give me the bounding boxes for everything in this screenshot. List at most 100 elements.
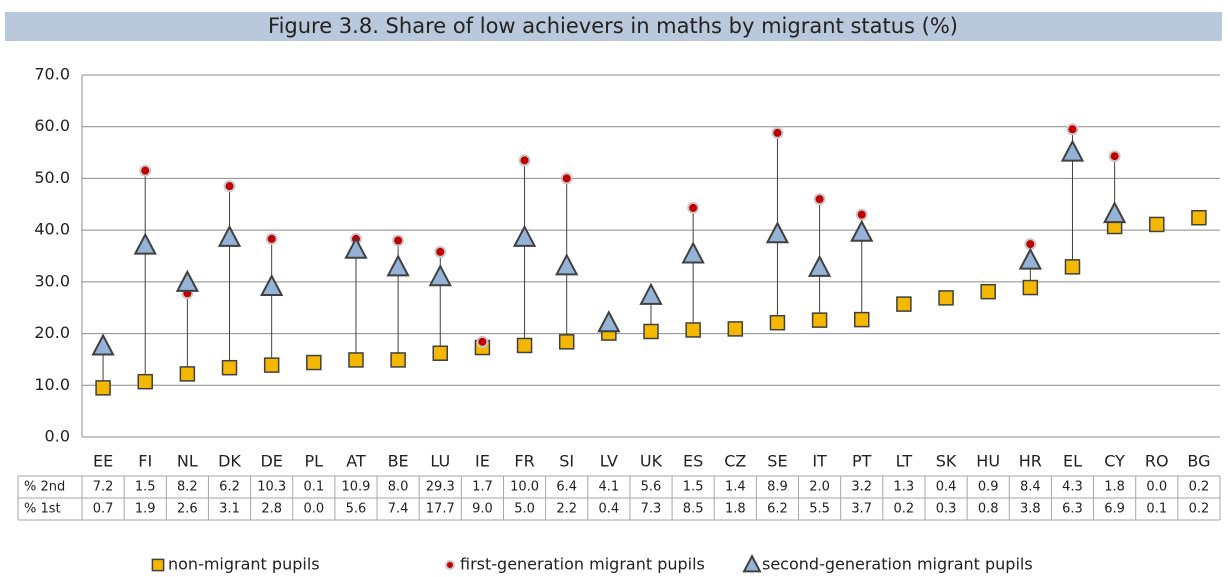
table-cell: 5.0 [514,502,535,517]
y-tick-label: 0.0 [45,427,70,446]
table-cell: 17.7 [426,502,455,517]
square-marker [1191,209,1207,226]
table-cell: 6.2 [219,480,240,495]
square-marker [811,312,828,328]
x-tick-label: HU [976,452,1000,471]
table-cell: 8.0 [388,480,409,495]
table-cell: 1.5 [135,480,156,495]
square-marker [348,352,364,368]
triangle-marker [512,224,537,247]
dot-marker [392,234,405,247]
square-marker [558,334,575,350]
x-tick-label: LV [600,452,618,471]
table-cell: 2.0 [809,480,830,495]
table-cell: 3.1 [219,502,240,517]
table-cell: 0.8 [978,502,999,517]
table-cell: 8.9 [767,480,788,495]
triangle-marker [428,264,452,287]
triangle-marker [850,219,874,242]
table-cell: 5.5 [809,502,830,517]
triangle-marker [639,282,663,305]
square-marker [938,290,954,306]
table-cell: 5.6 [346,502,367,517]
table-cell: 2.8 [261,502,282,517]
square-marker [516,337,533,354]
table-cell: 7.4 [388,502,409,517]
x-tick-label: SI [559,452,574,471]
y-tick-label: 60.0 [34,116,70,135]
table-cell: 8.5 [683,502,704,517]
legend-label: first-generation migrant pupils [460,555,705,574]
table-cell: 0.2 [1189,502,1210,517]
table-cell: 0.9 [978,480,999,495]
table-cell: 5.6 [641,480,662,495]
x-tick-label: FI [138,452,152,471]
square-marker [306,354,322,371]
triangle-marker [807,254,832,277]
x-tick-label: LT [896,452,913,471]
dot-marker [855,208,868,221]
square-marker [221,359,238,376]
table-cell: 10.3 [257,480,286,495]
table-cell: 0.1 [303,480,324,495]
triangle-marker [1102,200,1127,224]
table-cell: 3.8 [1020,502,1041,517]
x-tick-label: BG [1187,452,1210,471]
triangle-marker [1060,139,1085,162]
dot-marker [476,335,489,348]
x-tick-label: IE [475,452,490,471]
x-tick-label: PT [852,452,872,471]
table-cell: 7.3 [641,502,662,517]
table-cell: 1.5 [683,480,704,495]
table-cell: 6.4 [556,480,577,495]
table-cell: 0.0 [1146,480,1167,495]
legend-label: non-migrant pupils [168,555,320,574]
triangle-marker [217,224,242,247]
x-tick-label: NL [177,452,198,471]
x-tick-label: CY [1104,452,1125,471]
square-marker [179,366,196,382]
triangle-marker [555,253,579,276]
table-cell: 1.7 [472,480,493,495]
table-cell: 0.2 [1189,480,1210,495]
table-cell: 0.2 [894,502,915,517]
table-cell: 1.9 [135,502,156,517]
square-marker [853,311,870,328]
table-cell: 2.6 [177,502,198,517]
dot-marker [560,172,573,185]
dot-marker [518,154,531,167]
square-marker [137,373,153,390]
table-cell: 8.2 [177,480,198,495]
square-marker [432,345,449,361]
table-cell: 4.3 [1062,480,1083,495]
x-tick-label: UK [640,452,663,471]
x-tick-label: DK [218,452,241,471]
triangle-marker [681,241,705,264]
x-tick-label: RO [1145,452,1169,471]
table-cell: 0.0 [303,502,324,517]
triangle-marker [386,254,410,277]
square-marker [263,357,280,373]
x-tick-label: EE [93,452,113,471]
triangle-marker [91,333,115,356]
table-cell: 0.3 [936,502,957,517]
x-tick-label: ES [683,452,703,471]
table-cell: 7.2 [93,480,114,495]
table-cell: 9.0 [472,502,493,517]
square-marker [1022,279,1039,296]
x-tick-label: SK [936,452,957,471]
square-marker [727,321,744,337]
legend-marker [742,554,762,573]
x-tick-label: PL [305,452,324,471]
dot-marker [139,164,152,177]
x-tick-label: EL [1063,452,1082,471]
dot-marker [813,193,826,206]
square-marker [95,380,111,396]
square-marker [643,323,659,340]
x-tick-label: FR [514,452,534,471]
y-tick-label: 10.0 [34,375,70,394]
square-marker [1149,216,1165,233]
square-marker [980,283,996,300]
triangle-marker [260,273,284,297]
